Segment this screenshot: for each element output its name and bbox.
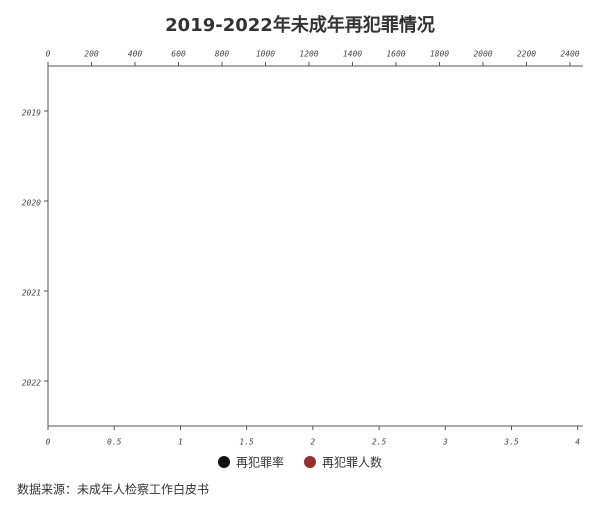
x-tick-label: 4: [575, 438, 580, 447]
x2-tick-label: 1400: [343, 50, 362, 59]
x-tick-label: 1: [178, 438, 183, 447]
x-tick-label: 0: [46, 438, 51, 447]
x2-tick-label: 1800: [430, 50, 449, 59]
x2-tick-label: 600: [171, 50, 186, 59]
x2-tick-label: 1200: [299, 50, 318, 59]
x2-tick-label: 2200: [517, 50, 536, 59]
x-tick-label: 1.5: [239, 438, 254, 447]
x-tick-label: 0.5: [107, 438, 122, 447]
source-note: 数据来源：未成年人检察工作白皮书: [17, 482, 209, 497]
x2-tick-label: 2400: [560, 50, 579, 59]
legend-label: 再犯罪率: [236, 455, 284, 470]
y-tick-label: 2021: [22, 289, 41, 298]
chart-title: 2019-2022年未成年再犯罪情况: [165, 14, 435, 36]
x-tick-label: 3.5: [503, 438, 519, 447]
x-tick-label: 2.5: [372, 438, 387, 447]
x2-tick-label: 200: [84, 50, 99, 59]
x2-tick-label: 800: [215, 50, 230, 59]
x2-tick-label: 400: [128, 50, 143, 59]
x2-tick-label: 2000: [473, 50, 492, 59]
y-tick-label: 2020: [22, 199, 41, 208]
y-tick-label: 2022: [22, 379, 41, 388]
x2-tick-label: 0: [46, 50, 51, 59]
x-tick-label: 2: [310, 438, 315, 447]
y-tick-label: 2019: [22, 109, 41, 118]
x-tick-label: 3: [442, 438, 448, 447]
x2-tick-label: 1600: [386, 50, 405, 59]
legend-swatch: [304, 456, 316, 468]
legend-swatch: [218, 456, 230, 468]
x2-tick-label: 1000: [256, 50, 275, 59]
legend-label: 再犯罪人数: [322, 455, 382, 470]
